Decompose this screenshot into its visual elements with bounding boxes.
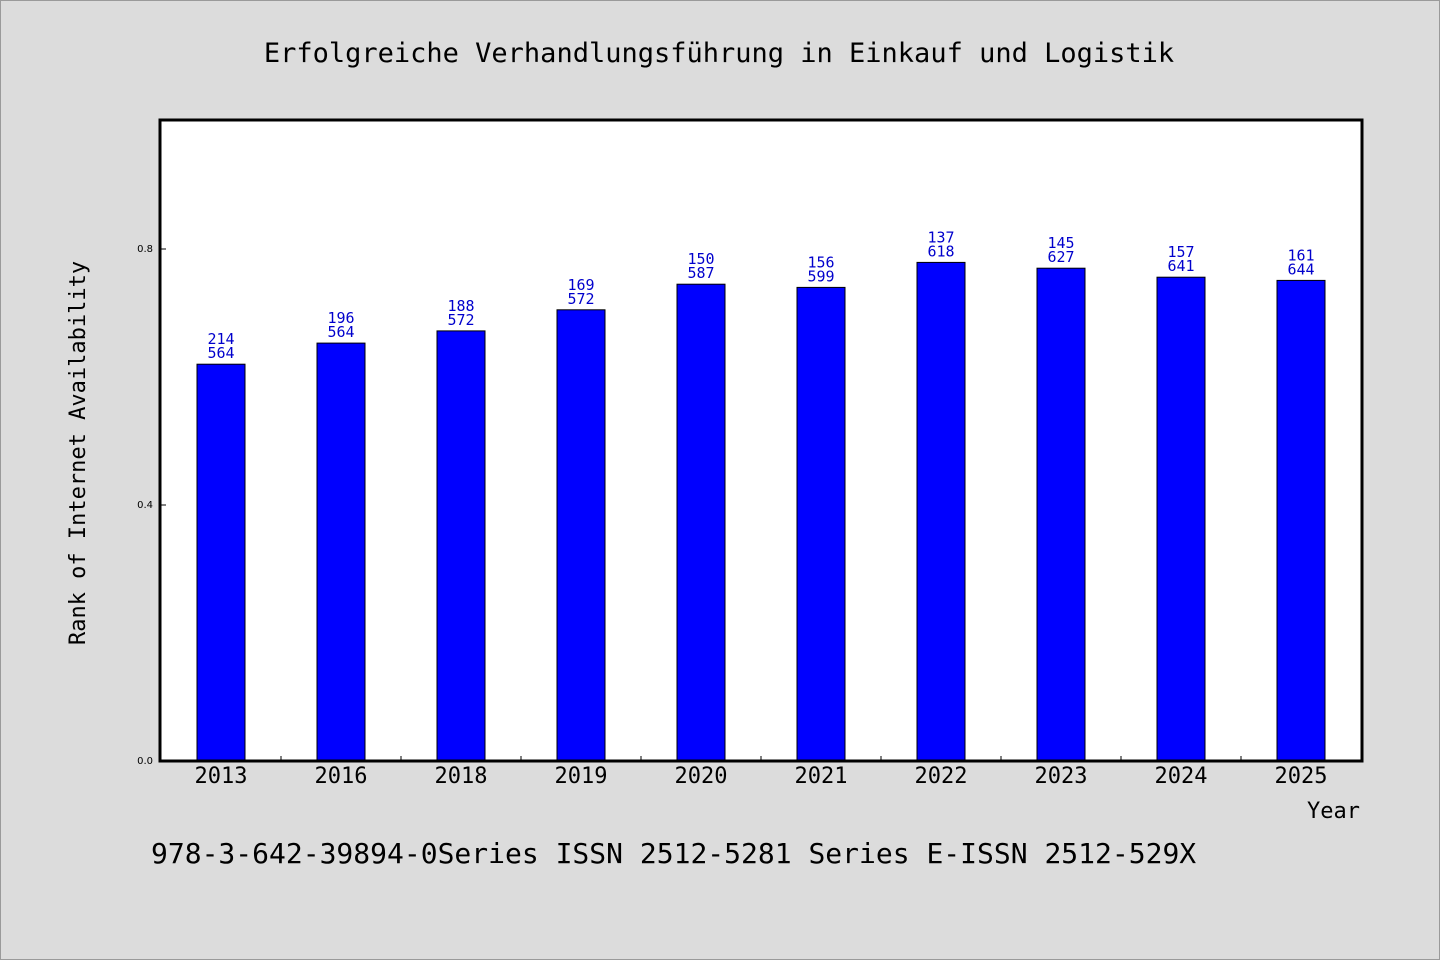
x-tick-label-2013: 2013: [195, 764, 248, 789]
plot-frame: [158, 118, 1364, 763]
x-tick-label-2021: 2021: [795, 764, 848, 789]
bar-label-top-2021: 156: [807, 253, 834, 271]
bar-label-bottom-2022: 618: [927, 242, 954, 260]
x-tick-label-2022: 2022: [915, 764, 968, 789]
bar-label-top-2018: 188: [447, 297, 474, 315]
bar-label-bottom-2023: 627: [1047, 248, 1074, 266]
bar-label-bottom-2025: 644: [1287, 260, 1314, 278]
x-axis-label: Year: [1307, 799, 1360, 824]
x-tick-label-2023: 2023: [1035, 764, 1088, 789]
bar-label-top-2020: 150: [687, 250, 714, 268]
x-tick-label-2018: 2018: [435, 764, 488, 789]
bar-label-bottom-2019: 572: [567, 290, 594, 308]
bars-group: 2145641965641885721695721505871565991376…: [196, 228, 1326, 762]
footer-isbn-text: 978-3-642-39894-0Series ISSN 2512-5281 S…: [151, 837, 1196, 870]
bar-label-bottom-2021: 599: [807, 267, 834, 285]
bar-label-top-2023: 145: [1047, 234, 1074, 252]
bar-label-bottom-2016: 564: [327, 323, 354, 341]
bar-2019: [556, 309, 606, 762]
bar-2025: [1276, 279, 1326, 762]
y-tick-label-0.0: 0.0: [137, 756, 153, 767]
bar-label-top-2022: 137: [927, 228, 954, 246]
bar-label-top-2024: 157: [1167, 243, 1194, 261]
bar-2013: [196, 363, 246, 762]
bar-2024: [1156, 276, 1206, 762]
bar-2018: [436, 330, 486, 762]
bar-label-top-2016: 196: [327, 309, 354, 327]
bar-label-top-2025: 161: [1287, 246, 1314, 264]
x-tick-label-2016: 2016: [315, 764, 368, 789]
bar-2016: [316, 342, 366, 762]
bar-2022: [916, 261, 966, 762]
bar-2020: [676, 283, 726, 762]
y-tick-label-0.4: 0.4: [137, 500, 153, 511]
bar-label-top-2019: 169: [567, 276, 594, 294]
x-tick-label-2025: 2025: [1275, 764, 1328, 789]
x-tick-label-2024: 2024: [1155, 764, 1208, 789]
bar-label-top-2013: 214: [207, 330, 234, 348]
bar-label-bottom-2013: 564: [207, 344, 234, 362]
chart-title: Erfolgreiche Verhandlungsführung in Eink…: [264, 38, 1174, 69]
bar-2021: [796, 286, 846, 762]
bar-label-bottom-2024: 641: [1167, 257, 1194, 275]
bar-2023: [1036, 267, 1086, 762]
y-axis-label: Rank of Internet Availability: [66, 261, 91, 645]
x-tick-label-2019: 2019: [555, 764, 608, 789]
bar-label-bottom-2018: 572: [447, 311, 474, 329]
y-tick-label-0.8: 0.8: [137, 244, 153, 255]
x-tick-label-2020: 2020: [675, 764, 728, 789]
bar-label-bottom-2020: 587: [687, 264, 714, 282]
ticks-group: 2013 2016 2018 2019 2020 2021 2022 2023 2024 2025…: [137, 244, 1327, 789]
